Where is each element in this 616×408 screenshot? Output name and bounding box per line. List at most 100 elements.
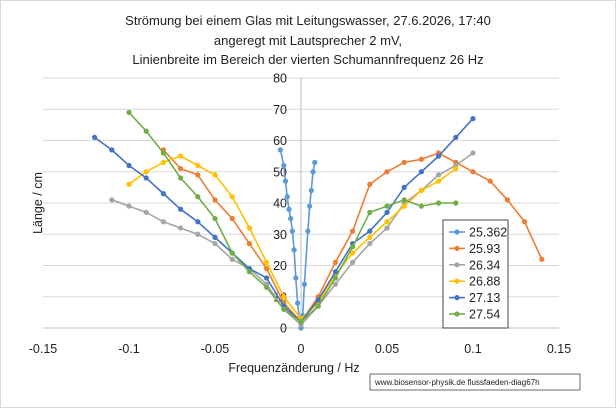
data-point-25-362-9 bbox=[294, 300, 301, 306]
data-point-27-13-14 bbox=[332, 269, 338, 275]
data-point-25-362-6 bbox=[289, 228, 295, 234]
data-point-25-93-15 bbox=[418, 156, 424, 162]
legend: 25.362 25.93 26.34 26.88 27.13 27.54 bbox=[442, 219, 509, 329]
data-point-26-34-3 bbox=[160, 219, 166, 225]
data-point-26-34-7 bbox=[229, 256, 235, 262]
data-point-25-93-4 bbox=[229, 216, 235, 222]
data-point-26-88-14 bbox=[367, 234, 373, 240]
data-point-26-88-17 bbox=[418, 187, 424, 194]
data-point-25-93-5 bbox=[246, 241, 252, 247]
data-point-27-54-18 bbox=[436, 200, 442, 206]
data-point-26-34-13 bbox=[332, 281, 338, 287]
data-point-27-13-17 bbox=[384, 209, 390, 215]
data-point-26-88-4 bbox=[195, 162, 201, 169]
watermark-box bbox=[369, 373, 581, 391]
data-point-25-362-18 bbox=[312, 159, 318, 165]
data-point-27-54-9 bbox=[281, 306, 287, 312]
data-point-27-54-1 bbox=[143, 128, 149, 134]
x-tick-label-0.1: 0.1 bbox=[464, 342, 481, 356]
data-point-26-88-13 bbox=[350, 250, 356, 256]
data-point-27-54-16 bbox=[401, 197, 407, 203]
data-point-26-88-2 bbox=[160, 159, 166, 165]
data-point-27-54-15 bbox=[384, 203, 390, 209]
data-point-27-13-10 bbox=[264, 275, 270, 281]
data-point-26-34-2 bbox=[143, 209, 149, 215]
series-26-88 bbox=[126, 153, 459, 322]
data-point-26-88-1 bbox=[143, 169, 149, 175]
data-point-25-93-11 bbox=[350, 228, 356, 234]
data-point-27-54-13 bbox=[350, 244, 356, 250]
y-tick-label-60: 60 bbox=[273, 134, 287, 148]
legend-label-25-362: 25.362 bbox=[469, 226, 507, 240]
data-point-25-362-2 bbox=[282, 178, 289, 184]
data-point-27-13-4 bbox=[160, 191, 166, 197]
y-tick-label-20: 20 bbox=[273, 259, 287, 273]
x-tick-label-0.05: 0.05 bbox=[375, 342, 399, 356]
series-line-26-34 bbox=[111, 152, 474, 326]
data-point-25-362-13 bbox=[301, 281, 308, 287]
data-point-25-362-14 bbox=[305, 228, 311, 234]
y-tick-label-70: 70 bbox=[273, 103, 287, 117]
data-point-27-54-5 bbox=[212, 216, 218, 222]
data-point-25-362-8 bbox=[293, 275, 299, 281]
legend-label-25-93: 25.93 bbox=[469, 242, 500, 256]
legend-label-26-88: 26.88 bbox=[469, 275, 500, 289]
data-point-25-362-4 bbox=[286, 206, 292, 212]
data-point-25-362-15 bbox=[307, 203, 313, 209]
y-tick-label-30: 30 bbox=[273, 228, 287, 242]
data-point-27-54-10 bbox=[298, 319, 304, 325]
data-point-26-34-1 bbox=[126, 203, 132, 209]
x-tick-label--0.1: -0.1 bbox=[118, 342, 140, 356]
data-point-27-54-6 bbox=[229, 250, 235, 256]
data-point-25-93-19 bbox=[487, 178, 493, 184]
data-point-27-54-17 bbox=[418, 203, 424, 209]
y-tick-label-0: 0 bbox=[280, 322, 287, 336]
data-point-25-362-7 bbox=[291, 247, 297, 253]
data-point-25-93-1 bbox=[178, 166, 184, 172]
data-point-25-93-12 bbox=[367, 181, 373, 187]
data-point-26-34-15 bbox=[367, 241, 373, 247]
data-series bbox=[92, 109, 545, 331]
series-25-93 bbox=[160, 147, 545, 325]
data-point-25-362-16 bbox=[308, 187, 314, 194]
chart-title-line-3: Linienbreite im Bereich der vierten Schu… bbox=[132, 52, 483, 67]
data-point-25-93-6 bbox=[264, 266, 270, 272]
data-point-26-88-3 bbox=[178, 153, 184, 159]
data-point-26-88-9 bbox=[281, 294, 287, 300]
data-point-27-13-13 bbox=[315, 297, 321, 303]
data-point-26-34-4 bbox=[178, 225, 184, 231]
data-point-26-88-15 bbox=[384, 219, 390, 225]
series-25-362 bbox=[277, 147, 318, 331]
data-point-25-362-0 bbox=[277, 147, 283, 153]
data-point-27-13-2 bbox=[126, 162, 132, 169]
data-point-26-34-6 bbox=[212, 241, 218, 247]
data-point-27-13-18 bbox=[401, 184, 407, 190]
data-point-25-93-3 bbox=[212, 197, 218, 203]
data-point-26-88-18 bbox=[436, 178, 442, 184]
x-tick-labels: -0.15 -0.1 -0.05 0 0.05 0.1 0.15 bbox=[29, 342, 571, 356]
data-point-27-54-0 bbox=[126, 109, 132, 115]
data-point-27-13-16 bbox=[367, 228, 373, 234]
data-point-27-54-2 bbox=[160, 150, 166, 156]
data-point-25-362-3 bbox=[284, 194, 290, 200]
legend-marker-25-362 bbox=[454, 229, 460, 235]
legend-marker-25-93 bbox=[454, 245, 460, 251]
data-point-26-34-14 bbox=[350, 259, 356, 265]
data-point-25-362-1 bbox=[281, 162, 287, 169]
data-point-25-93-20 bbox=[504, 197, 510, 203]
data-point-27-13-3 bbox=[143, 175, 149, 181]
legend-label-27-13: 27.13 bbox=[469, 291, 500, 305]
data-point-25-93-18 bbox=[470, 169, 476, 175]
chart-title-line-2: angeregt mit Lautsprecher 2 mV, bbox=[214, 33, 402, 48]
data-point-26-34-19 bbox=[436, 172, 442, 178]
data-point-27-13-19 bbox=[418, 169, 424, 175]
data-point-27-13-0 bbox=[92, 134, 98, 140]
y-axis-label: Länge / cm bbox=[31, 172, 45, 234]
data-point-26-88-7 bbox=[246, 225, 252, 231]
data-point-26-88-19 bbox=[453, 166, 459, 172]
data-point-25-93-21 bbox=[522, 219, 528, 225]
